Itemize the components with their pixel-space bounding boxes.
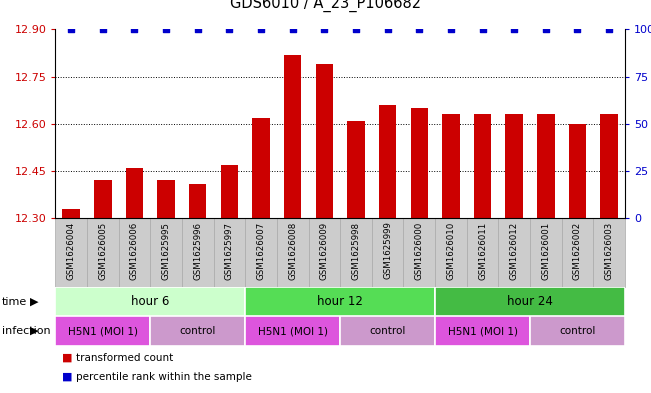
Text: GSM1626001: GSM1626001 [542, 222, 550, 280]
Bar [499, 218, 530, 287]
Text: control: control [559, 326, 596, 336]
Point [351, 26, 361, 33]
Bar [94, 180, 111, 218]
Text: GSM1625997: GSM1625997 [225, 222, 234, 279]
Bar [530, 218, 562, 287]
Point [509, 26, 519, 33]
Point [572, 26, 583, 33]
Bar [277, 218, 309, 287]
Bar [150, 316, 245, 346]
Text: GSM1626000: GSM1626000 [415, 222, 424, 280]
Text: GSM1626008: GSM1626008 [288, 222, 297, 280]
Point [414, 26, 424, 33]
Bar [562, 218, 593, 287]
Text: hour 12: hour 12 [317, 295, 363, 308]
Text: GSM1626011: GSM1626011 [478, 222, 487, 280]
Bar [55, 287, 245, 316]
Bar [474, 114, 492, 218]
Point [224, 26, 234, 33]
Bar [284, 55, 301, 218]
Text: GSM1626012: GSM1626012 [510, 222, 519, 280]
Text: H5N1 (MOI 1): H5N1 (MOI 1) [258, 326, 327, 336]
Text: ▶: ▶ [30, 326, 39, 336]
Point [604, 26, 615, 33]
Bar [253, 118, 270, 218]
Bar [435, 316, 530, 346]
Bar [435, 287, 625, 316]
Bar [189, 184, 206, 218]
Text: GSM1626004: GSM1626004 [66, 222, 76, 280]
Bar [347, 121, 365, 218]
Text: GSM1626010: GSM1626010 [447, 222, 456, 280]
Bar [62, 209, 80, 218]
Text: H5N1 (MOI 1): H5N1 (MOI 1) [68, 326, 138, 336]
Text: GSM1626003: GSM1626003 [605, 222, 614, 280]
Bar [593, 218, 625, 287]
Text: GSM1626002: GSM1626002 [573, 222, 582, 280]
Text: control: control [180, 326, 216, 336]
Bar [442, 114, 460, 218]
Bar [221, 165, 238, 218]
Text: control: control [369, 326, 406, 336]
Text: hour 6: hour 6 [131, 295, 169, 308]
Text: transformed count: transformed count [76, 353, 173, 363]
Bar [537, 114, 555, 218]
Bar [569, 124, 586, 218]
Text: percentile rank within the sample: percentile rank within the sample [76, 372, 252, 382]
Bar [530, 316, 625, 346]
Bar [55, 218, 87, 287]
Bar [245, 316, 340, 346]
Point [382, 26, 393, 33]
Point [161, 26, 171, 33]
Bar [150, 218, 182, 287]
Bar [126, 168, 143, 218]
Bar [245, 218, 277, 287]
Bar [158, 180, 175, 218]
Bar [505, 114, 523, 218]
Text: GDS6010 / A_23_P106682: GDS6010 / A_23_P106682 [230, 0, 421, 12]
Text: GSM1626007: GSM1626007 [256, 222, 266, 280]
Bar [245, 287, 435, 316]
Bar [214, 218, 245, 287]
Bar [87, 218, 118, 287]
Text: GSM1626005: GSM1626005 [98, 222, 107, 280]
Point [193, 26, 203, 33]
Bar [309, 218, 340, 287]
Bar [404, 218, 435, 287]
Text: GSM1625999: GSM1625999 [383, 222, 392, 279]
Bar [411, 108, 428, 218]
Bar [372, 218, 404, 287]
Text: ■: ■ [62, 372, 72, 382]
Text: GSM1625998: GSM1625998 [352, 222, 361, 279]
Point [66, 26, 76, 33]
Point [288, 26, 298, 33]
Text: hour 24: hour 24 [507, 295, 553, 308]
Bar [600, 114, 618, 218]
Bar [340, 218, 372, 287]
Point [98, 26, 108, 33]
Text: infection: infection [2, 326, 51, 336]
Text: GSM1626009: GSM1626009 [320, 222, 329, 280]
Point [446, 26, 456, 33]
Bar [55, 316, 150, 346]
Bar [340, 316, 435, 346]
Bar [118, 218, 150, 287]
Text: H5N1 (MOI 1): H5N1 (MOI 1) [447, 326, 518, 336]
Bar [379, 105, 396, 218]
Point [477, 26, 488, 33]
Bar [467, 218, 499, 287]
Text: ■: ■ [62, 353, 72, 363]
Bar [316, 64, 333, 218]
Point [130, 26, 140, 33]
Point [540, 26, 551, 33]
Point [319, 26, 329, 33]
Bar [182, 218, 214, 287]
Bar [435, 218, 467, 287]
Text: GSM1625996: GSM1625996 [193, 222, 202, 279]
Text: GSM1625995: GSM1625995 [161, 222, 171, 279]
Text: ▶: ▶ [30, 297, 39, 307]
Point [256, 26, 266, 33]
Text: GSM1626006: GSM1626006 [130, 222, 139, 280]
Text: time: time [2, 297, 27, 307]
